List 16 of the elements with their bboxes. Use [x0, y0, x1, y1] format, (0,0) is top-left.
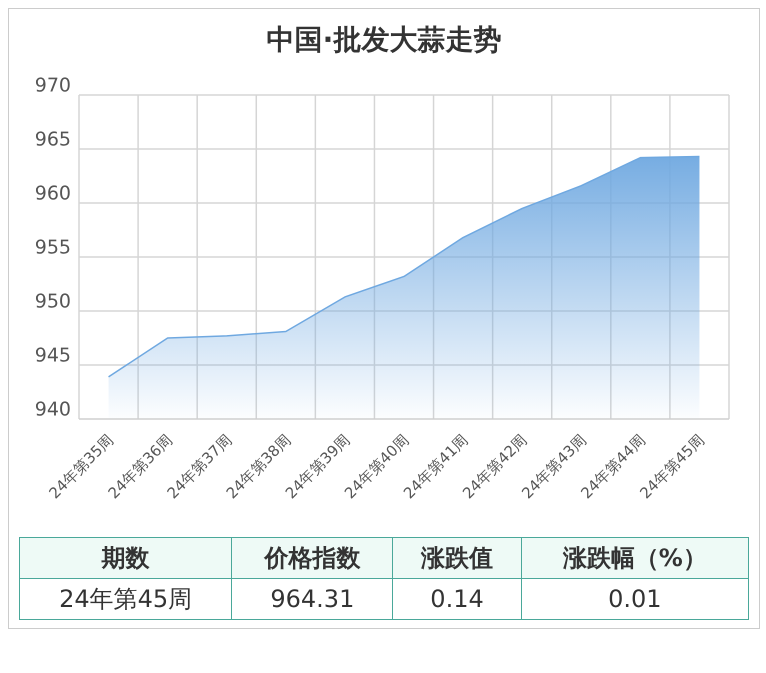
text: 24年第45周 — [20, 578, 232, 620]
text: 涨跌值 — [392, 538, 522, 578]
y-tick-label: 950 — [34, 290, 71, 313]
chart-title: 中国·批发大蒜走势 — [266, 22, 502, 58]
text: 涨跌幅（%） — [521, 538, 748, 578]
y-tick-label: 955 — [34, 236, 71, 259]
text: 价格指数 — [232, 538, 393, 578]
y-tick-label: 940 — [34, 398, 71, 421]
y-tick-label: 970 — [34, 74, 71, 97]
text: 期数 — [20, 538, 232, 578]
y-tick-label: 960 — [34, 182, 71, 205]
y-tick-label: 945 — [34, 344, 71, 367]
text: 964.31 — [232, 578, 393, 620]
y-tick-label: 965 — [34, 128, 71, 151]
text: 0.01 — [521, 578, 748, 620]
text: 0.14 — [392, 578, 522, 620]
